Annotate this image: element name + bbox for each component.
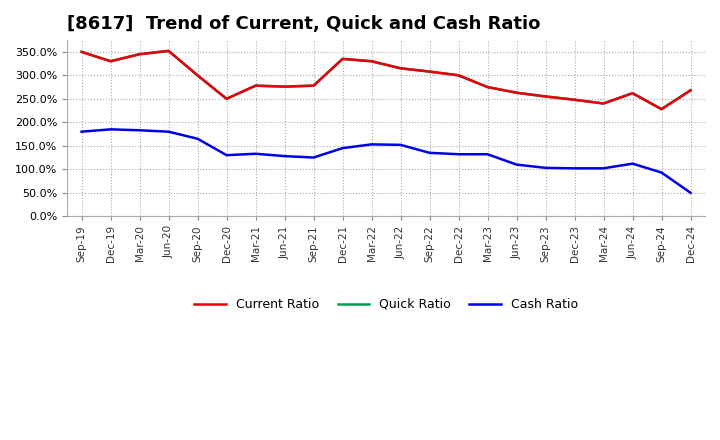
Cash Ratio <box>483 152 492 157</box>
Cash Ratio <box>251 151 260 156</box>
Current Ratio <box>280 84 289 89</box>
Current Ratio <box>164 48 173 54</box>
Quick Ratio <box>512 90 521 95</box>
Current Ratio <box>251 83 260 88</box>
Cash Ratio <box>454 152 463 157</box>
Cash Ratio <box>426 150 434 155</box>
Current Ratio <box>338 56 347 62</box>
Cash Ratio <box>628 161 636 166</box>
Cash Ratio <box>367 142 376 147</box>
Current Ratio <box>541 94 550 99</box>
Current Ratio <box>483 84 492 90</box>
Quick Ratio <box>628 91 636 96</box>
Quick Ratio <box>454 73 463 78</box>
Cash Ratio <box>164 129 173 134</box>
Quick Ratio <box>135 51 144 57</box>
Quick Ratio <box>251 83 260 88</box>
Cash Ratio <box>280 154 289 159</box>
Quick Ratio <box>396 66 405 71</box>
Cash Ratio <box>222 153 231 158</box>
Quick Ratio <box>570 97 579 103</box>
Current Ratio <box>512 90 521 95</box>
Quick Ratio <box>599 101 608 106</box>
Cash Ratio <box>686 190 695 195</box>
Current Ratio <box>396 66 405 71</box>
Cash Ratio <box>396 142 405 147</box>
Cash Ratio <box>309 155 318 160</box>
Quick Ratio <box>222 96 231 102</box>
Quick Ratio <box>541 94 550 99</box>
Quick Ratio <box>483 84 492 90</box>
Quick Ratio <box>280 84 289 89</box>
Quick Ratio <box>686 88 695 93</box>
Cash Ratio <box>599 166 608 171</box>
Quick Ratio <box>193 73 202 78</box>
Cash Ratio <box>107 127 115 132</box>
Current Ratio <box>222 96 231 102</box>
Text: [8617]  Trend of Current, Quick and Cash Ratio: [8617] Trend of Current, Quick and Cash … <box>67 15 541 33</box>
Quick Ratio <box>107 59 115 64</box>
Quick Ratio <box>77 49 86 55</box>
Current Ratio <box>367 59 376 64</box>
Cash Ratio <box>570 166 579 171</box>
Current Ratio <box>454 73 463 78</box>
Quick Ratio <box>309 83 318 88</box>
Line: Cash Ratio: Cash Ratio <box>81 129 690 193</box>
Quick Ratio <box>657 106 666 112</box>
Cash Ratio <box>541 165 550 170</box>
Current Ratio <box>628 91 636 96</box>
Current Ratio <box>657 106 666 112</box>
Cash Ratio <box>135 128 144 133</box>
Quick Ratio <box>338 56 347 62</box>
Cash Ratio <box>77 129 86 134</box>
Current Ratio <box>686 88 695 93</box>
Current Ratio <box>599 101 608 106</box>
Cash Ratio <box>657 170 666 175</box>
Current Ratio <box>193 73 202 78</box>
Cash Ratio <box>338 146 347 151</box>
Current Ratio <box>426 69 434 74</box>
Current Ratio <box>77 49 86 55</box>
Line: Quick Ratio: Quick Ratio <box>81 51 690 109</box>
Quick Ratio <box>426 69 434 74</box>
Line: Current Ratio: Current Ratio <box>81 51 690 109</box>
Current Ratio <box>570 97 579 103</box>
Legend: Current Ratio, Quick Ratio, Cash Ratio: Current Ratio, Quick Ratio, Cash Ratio <box>189 293 582 316</box>
Quick Ratio <box>367 59 376 64</box>
Current Ratio <box>135 51 144 57</box>
Current Ratio <box>107 59 115 64</box>
Cash Ratio <box>512 162 521 167</box>
Current Ratio <box>309 83 318 88</box>
Cash Ratio <box>193 136 202 141</box>
Quick Ratio <box>164 48 173 54</box>
